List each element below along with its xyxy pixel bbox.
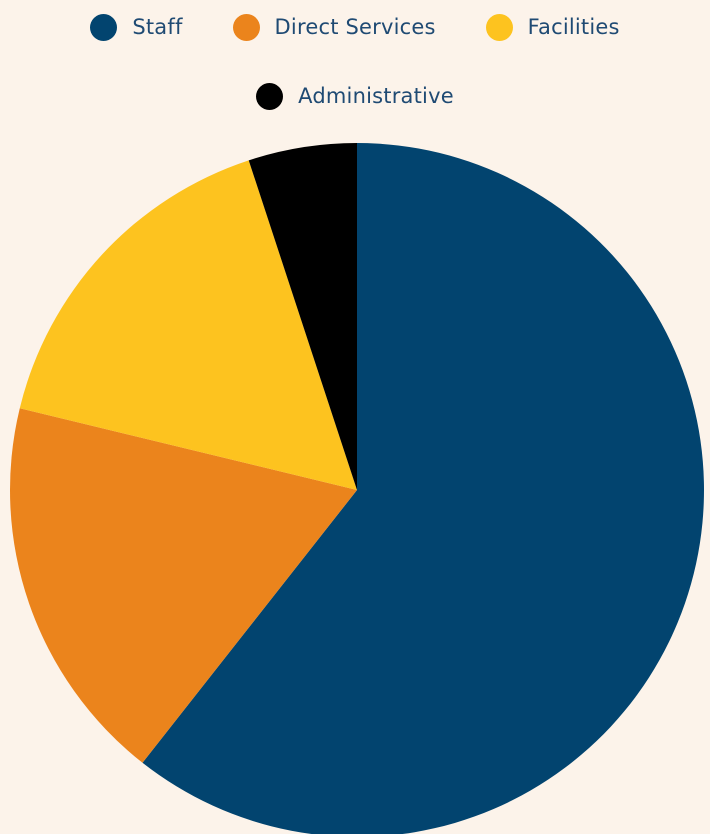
legend-swatch-direct-services	[232, 13, 260, 41]
legend-row: Administrative	[0, 82, 710, 110]
pie-slice-staff[interactable]	[142, 143, 705, 834]
pie-slice-administrative[interactable]	[248, 143, 357, 490]
legend-row: Staff Direct Services Facilities	[0, 13, 710, 41]
legend-label-facilities: Facilities	[527, 15, 620, 39]
legend-item-facilities[interactable]: Facilities	[485, 13, 620, 41]
legend-label-administrative: Administrative	[298, 84, 454, 108]
legend-swatch-facilities	[485, 13, 513, 41]
legend-label-direct-services: Direct Services	[274, 15, 436, 39]
pie-slice-facilities[interactable]	[19, 160, 358, 490]
legend-item-administrative[interactable]: Administrative	[256, 82, 454, 110]
legend-item-direct-services[interactable]: Direct Services	[232, 13, 436, 41]
legend-swatch-staff	[90, 13, 118, 41]
legend-label-staff: Staff	[132, 15, 183, 39]
legend-item-staff[interactable]: Staff	[90, 13, 183, 41]
pie-slice-direct-services[interactable]	[9, 408, 357, 763]
chart-legend: Staff Direct Services Facilities Adminis…	[0, 0, 710, 110]
legend-swatch-administrative	[256, 82, 284, 110]
